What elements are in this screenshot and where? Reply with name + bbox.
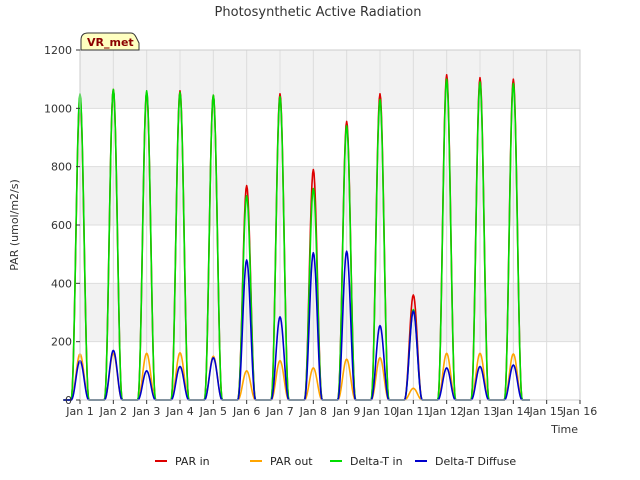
x-axis-title: Time xyxy=(550,423,578,436)
x-tick-label: Jan 3 xyxy=(132,405,160,418)
x-tick-label: Jan 8 xyxy=(299,405,327,418)
band-0 xyxy=(80,341,580,400)
y-tick-label: 1000 xyxy=(44,102,72,115)
x-tick-label: Jan 1 xyxy=(65,405,93,418)
x-tick-label: Jan 12 xyxy=(428,405,463,418)
y-tick-label: 1200 xyxy=(44,44,72,57)
x-tick-label: Jan 5 xyxy=(199,405,227,418)
y-tick-label: 800 xyxy=(51,161,72,174)
legend-label: Delta-T Diffuse xyxy=(435,455,516,468)
band-800 xyxy=(80,108,580,167)
vr-met-badge: VR_met xyxy=(80,32,140,51)
badge-label: VR_met xyxy=(87,36,134,49)
legend-label: PAR in xyxy=(175,455,210,468)
x-tick-label: Jan 15 xyxy=(528,405,563,418)
y-tick-label: 400 xyxy=(51,277,72,290)
x-tick-label: Jan 7 xyxy=(265,405,293,418)
y-tick-label: 200 xyxy=(51,336,72,349)
legend-label: PAR out xyxy=(270,455,313,468)
band-1000 xyxy=(80,50,580,109)
legend: PAR in PAR out Delta-T in Delta-T Diffuse xyxy=(155,455,516,468)
x-tick-label: Jan 10 xyxy=(362,405,397,418)
y-ticks: 0 200 400 600 800 1000 1200 xyxy=(44,44,80,407)
legend-label: Delta-T in xyxy=(350,455,403,468)
chart-title: Photosynthetic Active Radiation xyxy=(215,5,422,20)
band-400 xyxy=(80,225,580,284)
y-tick-label: 600 xyxy=(51,219,72,232)
x-tick-label: Jan 14 xyxy=(495,405,530,418)
band-200 xyxy=(80,283,580,342)
band-600 xyxy=(80,166,580,225)
x-tick-label: Jan 4 xyxy=(165,405,193,418)
x-tick-label: Jan 6 xyxy=(232,405,260,418)
x-tick-label: Jan 16 xyxy=(562,405,597,418)
background-bands xyxy=(80,50,580,400)
y-tick-label: 0 xyxy=(65,394,72,407)
x-tick-label: Jan 2 xyxy=(99,405,127,418)
y-axis-title: PAR (umol/m2/s) xyxy=(8,179,21,271)
x-tick-label: Jan 13 xyxy=(462,405,497,418)
x-tick-label: Jan 11 xyxy=(395,405,430,418)
x-tick-label: Jan 9 xyxy=(332,405,360,418)
x-ticks: Jan 1 Jan 2 Jan 3 Jan 4 Jan 5 Jan 6 Jan 7 Jan 8… xyxy=(65,400,597,418)
